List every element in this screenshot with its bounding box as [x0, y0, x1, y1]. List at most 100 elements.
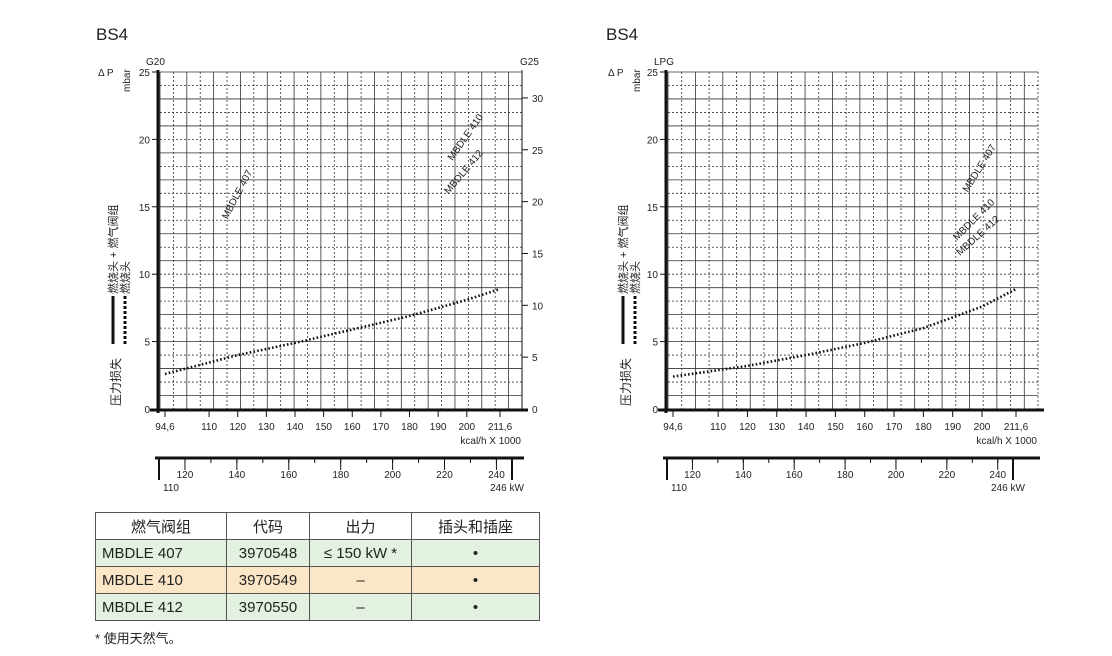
- y-tick-label: 20: [139, 135, 151, 146]
- y-right-tick-label: 0: [532, 405, 538, 416]
- x-tick-label: 190: [430, 422, 447, 433]
- table-header-cell: 代码: [226, 512, 310, 540]
- kw-tick-label: 140: [229, 470, 246, 481]
- x-tick-label: 140: [287, 422, 304, 433]
- x-tick-label: 170: [373, 422, 390, 433]
- series-line-dotted: [672, 287, 1017, 378]
- y-right-tick-label: 30: [532, 94, 544, 105]
- kw-tick-label: 180: [837, 470, 854, 481]
- table-header-cell: 出力: [309, 512, 412, 540]
- valve-table: 燃气阀组 代码 出力 插头和插座 MBDLE 407 3970548 ≤ 150…: [95, 512, 540, 621]
- kw-tick-label: 200: [384, 470, 401, 481]
- x-tick-label: 200: [458, 422, 475, 433]
- x-tick-label: 150: [315, 422, 332, 433]
- x-tick-label: 94,6: [663, 422, 683, 433]
- x-axis-label: kcal/h X 1000: [976, 436, 1037, 447]
- legend-dotted-label: 燃烧头: [628, 261, 642, 294]
- chart-title: BS4: [606, 25, 638, 44]
- gas-type-left: G20: [146, 57, 165, 68]
- kw-tick-label: 246 kW: [490, 483, 524, 494]
- x-tick-label: 160: [344, 422, 361, 433]
- y-axis-label: 压力损失: [108, 358, 123, 406]
- model-cell: MBDLE 412: [95, 593, 227, 621]
- model-annotation: MBDLE 407: [961, 143, 999, 195]
- x-tick-label: 180: [915, 422, 932, 433]
- y-axis-label: 压力损失: [618, 358, 633, 406]
- y-right-tick-label: 10: [532, 301, 544, 312]
- kw-tick-label: 246 kW: [991, 483, 1025, 494]
- pressure-chart-1: BS4 0 5 10 15 20 25 0 5 10 15 20 25 30 G25 G20 Δ P mbar 压力…: [96, 25, 544, 494]
- delta-p-label: Δ P: [608, 68, 624, 79]
- y-right-tick-label: 15: [532, 249, 544, 260]
- table-header-cell: 插头和插座: [411, 512, 540, 540]
- output-cell: –: [309, 593, 412, 621]
- y-right-tick-label: 25: [532, 146, 544, 157]
- model-cell: MBDLE 407: [95, 539, 227, 567]
- x-tick-label: 130: [768, 422, 785, 433]
- output-cell: –: [309, 566, 412, 594]
- grid: [667, 71, 1039, 410]
- x-tick-label: 150: [827, 422, 844, 433]
- x-tick-label: 130: [258, 422, 275, 433]
- code-cell: 3970549: [226, 566, 310, 594]
- x-tick-label: 190: [944, 422, 961, 433]
- kw-tick-label: 140: [735, 470, 752, 481]
- table-row: MBDLE 412 3970550 – •: [95, 593, 540, 621]
- unit-label: mbar: [122, 69, 133, 92]
- kw-tick-label: 110: [163, 483, 179, 494]
- y-right-tick-label: 20: [532, 198, 544, 209]
- plug-cell: •: [411, 566, 540, 594]
- kw-tick-label: 240: [989, 470, 1006, 481]
- x-tick-label: 180: [401, 422, 418, 433]
- kw-tick-label: 220: [939, 470, 956, 481]
- legend-solid-label: 燃烧头 + 燃气阀组: [616, 204, 630, 294]
- kw-tick-label: 120: [177, 470, 194, 481]
- x-tick-label: 211,6: [488, 422, 513, 433]
- kw-tick-label: 220: [436, 470, 453, 481]
- model-annotation: MBDLE 407: [220, 168, 255, 221]
- kw-axis: 110 120 140 160 180 200 220 240 246 kW: [663, 456, 1040, 494]
- plug-cell: •: [411, 539, 540, 567]
- y-tick-label: 15: [139, 203, 151, 214]
- code-cell: 3970548: [226, 539, 310, 567]
- series-line-dotted: [164, 287, 501, 376]
- y-tick-label: 10: [647, 270, 659, 281]
- y-tick-label: 5: [652, 338, 658, 349]
- x-tick-label: 211,6: [1004, 422, 1029, 433]
- y-tick-label: 25: [647, 68, 659, 79]
- y-tick-label: 15: [647, 203, 659, 214]
- model-cell: MBDLE 410: [95, 566, 227, 594]
- x-tick-label: 120: [229, 422, 246, 433]
- x-tick-label: 160: [856, 422, 873, 433]
- x-tick-label: 110: [201, 422, 217, 433]
- x-tick-label: 200: [974, 422, 991, 433]
- plug-cell: •: [411, 593, 540, 621]
- grid: [159, 71, 523, 410]
- x-tick-label: 170: [886, 422, 903, 433]
- y-tick-label: 20: [647, 135, 659, 146]
- kw-axis: 110 120 140 160 180 200 220 240 246 kW: [155, 456, 524, 494]
- delta-p-label: Δ P: [98, 68, 114, 79]
- kw-tick-label: 160: [786, 470, 803, 481]
- unit-label: mbar: [632, 69, 643, 92]
- output-cell: ≤ 150 kW *: [309, 539, 412, 567]
- x-axis-label: kcal/h X 1000: [460, 436, 521, 447]
- x-tick-label: 140: [798, 422, 815, 433]
- gas-type-left: LPG: [654, 57, 674, 68]
- kw-tick-label: 160: [280, 470, 297, 481]
- legend-dotted-label: 燃烧头: [118, 261, 132, 294]
- y-right-tick-label: 5: [532, 353, 538, 364]
- y-tick-label: 5: [144, 338, 150, 349]
- y-tick-label: 25: [139, 68, 151, 79]
- table-row: MBDLE 410 3970549 – •: [95, 566, 540, 594]
- table-header-cell: 燃气阀组: [95, 512, 227, 540]
- x-tick-label: 120: [739, 422, 756, 433]
- table-row: MBDLE 407 3970548 ≤ 150 kW * •: [95, 539, 540, 567]
- gas-type-right: G25: [520, 57, 539, 68]
- kw-tick-label: 120: [684, 470, 701, 481]
- kw-tick-label: 180: [332, 470, 349, 481]
- y-tick-label: 10: [139, 270, 151, 281]
- y-tick-label: 0: [652, 405, 658, 416]
